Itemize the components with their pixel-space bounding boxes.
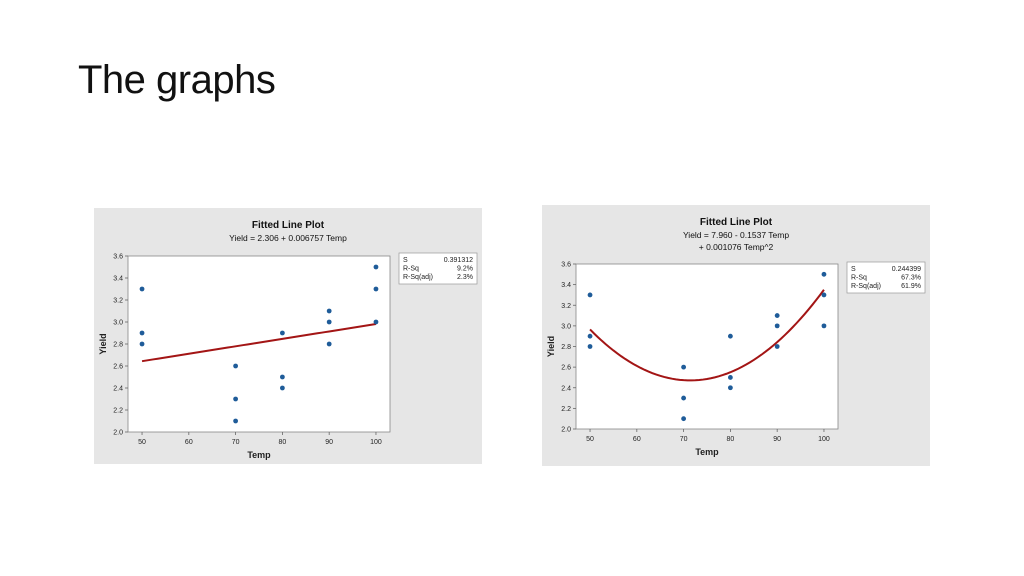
y-tick-label: 3.6 [561, 262, 571, 269]
x-tick-label: 70 [680, 436, 688, 443]
chart-title: Fitted Line Plot [700, 217, 773, 228]
data-point [821, 271, 827, 277]
x-tick-label: 60 [633, 436, 641, 443]
stats-label: S [403, 257, 408, 264]
data-point [587, 333, 593, 339]
y-tick-label: 2.0 [113, 430, 123, 437]
x-tick-label: 50 [586, 436, 594, 443]
data-point [727, 385, 733, 391]
data-point [139, 341, 145, 347]
fitted-line-plot-quadratic: Fitted Line Plot Yield = 7.960 - 0.1537 T… [542, 205, 930, 466]
chart-subtitle-line: + 0.001076 Temp^2 [699, 242, 774, 252]
slide-title: The graphs [78, 58, 276, 102]
x-axis-label: Temp [247, 450, 271, 460]
data-point [587, 292, 593, 298]
y-tick-label: 2.2 [561, 406, 571, 413]
data-point [373, 319, 379, 325]
x-tick-label: 100 [370, 439, 382, 446]
stats-value: 0.244399 [892, 266, 921, 273]
fit-line [589, 289, 825, 382]
y-axis-label: Yield [546, 336, 556, 357]
y-tick-label: 2.0 [561, 427, 571, 434]
stats-value: 0.391312 [444, 257, 473, 264]
data-point [279, 385, 285, 391]
data-point [681, 395, 687, 401]
data-point [373, 264, 379, 270]
data-point [774, 313, 780, 318]
data-point [727, 375, 733, 380]
data-point [373, 286, 379, 292]
data-point [821, 323, 827, 329]
y-tick-label: 2.6 [113, 364, 123, 371]
y-tick-label: 2.8 [113, 342, 123, 349]
y-tick-label: 2.4 [561, 385, 571, 392]
stats-label: R-Sq [851, 275, 867, 282]
x-tick-label: 70 [232, 439, 240, 446]
stats-value: 2.3% [457, 274, 473, 281]
data-point [233, 396, 239, 402]
stats-value: 9.2% [457, 266, 473, 273]
data-point [587, 344, 593, 349]
data-point [681, 364, 687, 370]
stats-box [398, 252, 478, 285]
x-tick-label: 80 [278, 439, 286, 446]
x-tick-label: 80 [726, 436, 734, 443]
data-point [326, 308, 332, 314]
stats-label: R-Sq(adj) [851, 283, 881, 290]
y-tick-label: 2.4 [113, 386, 123, 393]
chart-subtitle-line: Yield = 7.960 - 0.1537 Temp [683, 230, 789, 240]
data-point [139, 286, 145, 292]
chart-svg-linear: Fitted Line Plot Yield = 2.306 + 0.006757… [98, 220, 478, 460]
fit-line [141, 323, 377, 363]
y-tick-label: 2.8 [561, 344, 571, 351]
x-tick-label: 50 [138, 439, 146, 446]
y-tick-label: 3.4 [561, 282, 571, 289]
chart-subtitle-line: Yield = 2.306 + 0.006757 Temp [229, 233, 347, 243]
stats-value: 61.9% [901, 283, 921, 290]
y-tick-label: 2.2 [113, 408, 123, 415]
data-point [139, 330, 145, 336]
stats-label: R-Sq [403, 266, 419, 273]
y-tick-label: 3.6 [113, 254, 123, 261]
y-tick-label: 3.4 [113, 276, 123, 283]
data-point [279, 330, 285, 336]
data-point [279, 374, 285, 380]
y-tick-label: 3.2 [113, 298, 123, 305]
x-axis-label: Temp [695, 447, 719, 457]
x-tick-label: 60 [185, 439, 193, 446]
data-point [326, 341, 332, 347]
x-tick-label: 90 [325, 439, 333, 446]
y-tick-label: 2.6 [561, 365, 571, 372]
y-tick-label: 3.2 [561, 303, 571, 310]
data-point [774, 344, 780, 349]
y-tick-label: 3.0 [113, 320, 123, 327]
plot-area [127, 255, 391, 433]
plot-area [575, 263, 839, 430]
data-point [727, 333, 733, 339]
data-point [233, 363, 239, 369]
data-point [681, 416, 687, 422]
y-tick-label: 3.0 [561, 323, 571, 330]
x-tick-label: 100 [818, 436, 830, 443]
stats-label: R-Sq(adj) [403, 274, 433, 281]
stats-label: S [851, 266, 856, 273]
data-point [774, 323, 780, 329]
fitted-line-plot-linear: Fitted Line Plot Yield = 2.306 + 0.006757… [94, 208, 482, 464]
data-point [326, 319, 332, 325]
data-point [233, 418, 239, 424]
chart-title: Fitted Line Plot [252, 220, 325, 231]
data-point [821, 292, 827, 298]
chart-svg-quadratic: Fitted Line Plot Yield = 7.960 - 0.1537 T… [546, 217, 926, 457]
y-axis-label: Yield [98, 333, 108, 354]
stats-value: 67.3% [901, 275, 921, 282]
x-tick-label: 90 [773, 436, 781, 443]
stats-box [846, 261, 926, 294]
